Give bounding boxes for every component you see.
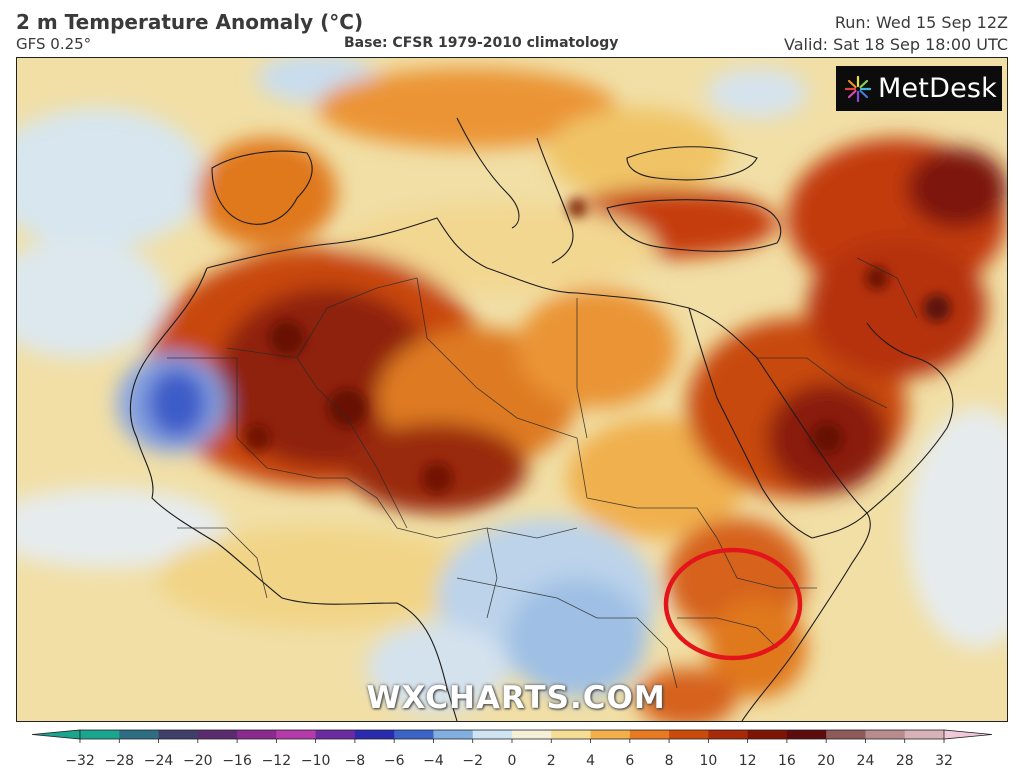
colorbar-left-arrow [31, 729, 81, 740]
colorbar-tick-label: −24 [144, 753, 174, 769]
colorbar-segment [629, 730, 670, 739]
colorbar-segment [512, 730, 552, 739]
colorbar-tick-label: 10 [699, 753, 717, 769]
base-climatology-label: Base: CFSR 1979-2010 climatology [344, 35, 619, 51]
logo-text: MetDesk [878, 73, 997, 104]
starburst-icon [844, 75, 872, 102]
colorbar-tick-label: −8 [345, 753, 366, 769]
colorbar-tick-label: −10 [301, 753, 331, 769]
colorbar-tick-label: 2 [547, 753, 556, 769]
colorbar-tick-label: 28 [896, 753, 914, 769]
colorbar-segment [865, 730, 906, 739]
colorbar-right-arrow [943, 729, 993, 740]
colorbar-tick-label: −4 [423, 753, 444, 769]
colorbar-segment [747, 730, 788, 739]
anomaly-map [16, 57, 1008, 722]
colorbar-tick-label: −6 [384, 753, 405, 769]
colorbar-segment [786, 730, 827, 739]
colorbar-segment [354, 730, 395, 739]
watermark: WXCHARTS.COM [366, 680, 666, 716]
highlight-circle [663, 547, 803, 661]
colorbar-segment [433, 730, 474, 739]
colorbar-tick-label: 6 [625, 753, 634, 769]
colorbar-segment [590, 730, 631, 739]
colorbar-segment [276, 730, 317, 739]
colorbar-segment [551, 730, 592, 739]
hot-spots [243, 198, 951, 494]
colorbar-tick-label: −2 [462, 753, 483, 769]
colorbar-segment [119, 730, 160, 739]
colorbar-segment [158, 730, 199, 739]
colorbar-segment [394, 730, 434, 739]
metdesk-logo: MetDesk [836, 66, 1002, 111]
colorbar-segment [472, 730, 513, 739]
colorbar-tick-label: 12 [739, 753, 757, 769]
colorbar-tick-label: 4 [586, 753, 595, 769]
colorbar-segment [904, 730, 945, 739]
colorbar-tick-label: −28 [104, 753, 134, 769]
run-time-label: Run: Wed 15 Sep 12Z [834, 13, 1008, 32]
colorbar-segment [197, 730, 238, 739]
colorbar-tick-label: −16 [222, 753, 252, 769]
colorbar-segment [80, 730, 120, 739]
map-canvas [17, 58, 1007, 721]
colorbar-segment [826, 730, 866, 739]
country-borders [167, 257, 918, 689]
colorbar-tick-label: 0 [508, 753, 517, 769]
model-label: GFS 0.25° [16, 35, 92, 53]
colorbar-tick-label: 20 [817, 753, 835, 769]
chart-title: 2 m Temperature Anomaly (°C) [16, 10, 364, 34]
colorbar-tick-label: 16 [778, 753, 796, 769]
colorbar-tick-label: 8 [665, 753, 674, 769]
colorbar-segment [708, 730, 749, 739]
coastlines [129, 117, 954, 721]
colorbar-segment [669, 730, 709, 739]
colorbar-tick-label: −32 [65, 753, 95, 769]
valid-time-label: Valid: Sat 18 Sep 18:00 UTC [784, 35, 1008, 54]
colorbar: −32 −28 −24 −20 −16 −12 −10 −8 −6 −4 −2 0 2 4 6 8 10 12 16… [31, 728, 993, 778]
colorbar-svg: −32 −28 −24 −20 −16 −12 −10 −8 −6 −4 −2 0 2 4 6 8 10 12 16… [31, 729, 993, 769]
anomaly-shading [17, 58, 1007, 721]
colorbar-segment [237, 730, 277, 739]
colorbar-tick-label: 32 [935, 753, 953, 769]
colorbar-segment [315, 730, 356, 739]
colorbar-tick-label: 24 [857, 753, 875, 769]
colorbar-tick-label: −20 [183, 753, 213, 769]
colorbar-tick-label: −12 [262, 753, 292, 769]
